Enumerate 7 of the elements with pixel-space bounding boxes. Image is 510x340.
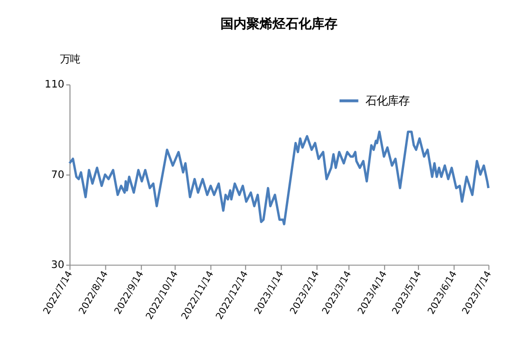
y-tick-label: 30 <box>51 259 64 272</box>
y-axis-title: 万吨 <box>60 53 80 66</box>
line-series <box>68 130 490 226</box>
y-tick-label: 70 <box>51 168 64 181</box>
y-tick-label: 110 <box>44 78 64 91</box>
legend-label: 石化库存 <box>365 94 410 108</box>
chart-title: 国内聚烯烃石化库存 <box>220 16 338 32</box>
